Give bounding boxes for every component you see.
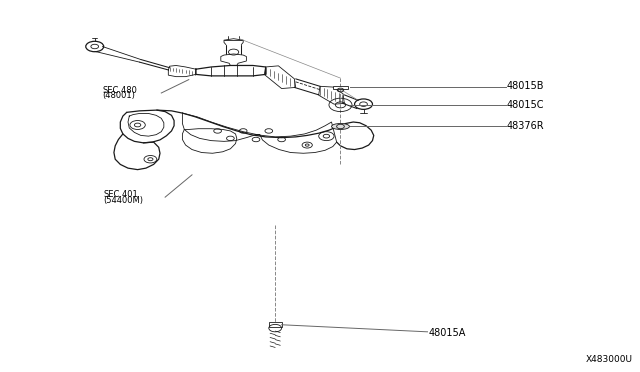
- Text: SEC.480: SEC.480: [102, 86, 137, 94]
- Text: SEC.401: SEC.401: [104, 190, 138, 199]
- FancyBboxPatch shape: [333, 86, 348, 89]
- Text: X483000U: X483000U: [586, 355, 632, 364]
- Text: 48015B: 48015B: [507, 81, 545, 91]
- Text: (54400M): (54400M): [104, 196, 144, 205]
- Text: 48015A: 48015A: [429, 328, 466, 338]
- Text: (48001): (48001): [102, 92, 135, 100]
- Ellipse shape: [332, 124, 349, 129]
- FancyBboxPatch shape: [269, 322, 282, 327]
- Text: 48376R: 48376R: [507, 122, 545, 131]
- Text: 48015C: 48015C: [507, 100, 545, 110]
